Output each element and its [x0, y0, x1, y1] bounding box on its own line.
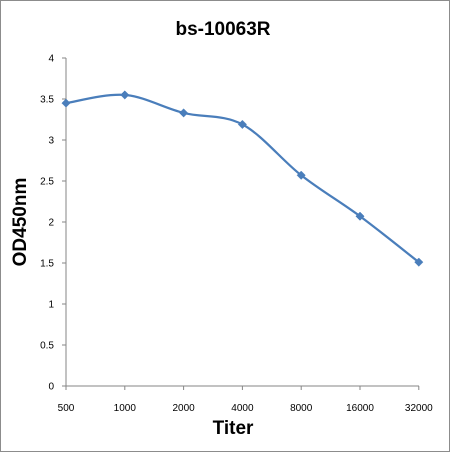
y-tick-label: 2.5	[40, 177, 54, 188]
x-ticks: 500 1000 2000 4000 8000 16000 32000	[58, 386, 433, 414]
x-tick-label: 4000	[231, 403, 254, 414]
data-point-marker	[179, 108, 189, 118]
data-point-marker	[355, 211, 365, 221]
y-tick-label: 4	[48, 54, 54, 65]
data-point-marker	[120, 90, 130, 100]
series-group	[61, 90, 424, 267]
y-tick-label: 2	[48, 218, 54, 229]
y-tick-label: 3	[48, 136, 54, 147]
x-tick-label: 500	[58, 403, 75, 414]
y-tick-label: 1	[48, 300, 54, 311]
data-point-marker	[414, 257, 424, 267]
y-axis-title-group: OD450nm	[10, 178, 31, 267]
data-point-marker	[296, 170, 306, 180]
x-axis-title: Titer	[213, 418, 254, 439]
x-tick-label: 16000	[346, 403, 374, 414]
x-tick-label: 1000	[114, 403, 137, 414]
y-tick-label: 0	[48, 382, 54, 393]
x-tick-label: 8000	[290, 403, 313, 414]
data-point-marker	[61, 98, 71, 108]
y-tick-label: 0.5	[40, 341, 54, 352]
y-axis-title: OD450nm	[10, 178, 31, 267]
y-ticks: 0 0.5 1 1.5 2 2.5 3 3.5 4	[40, 54, 66, 393]
data-point-marker	[237, 119, 247, 129]
y-tick-label: 1.5	[40, 259, 54, 270]
y-tick-label: 3.5	[40, 95, 54, 106]
chart-title: bs-10063R	[175, 19, 270, 40]
x-tick-label: 2000	[172, 403, 195, 414]
x-tick-label: 32000	[405, 403, 433, 414]
series-line	[65, 93, 420, 264]
